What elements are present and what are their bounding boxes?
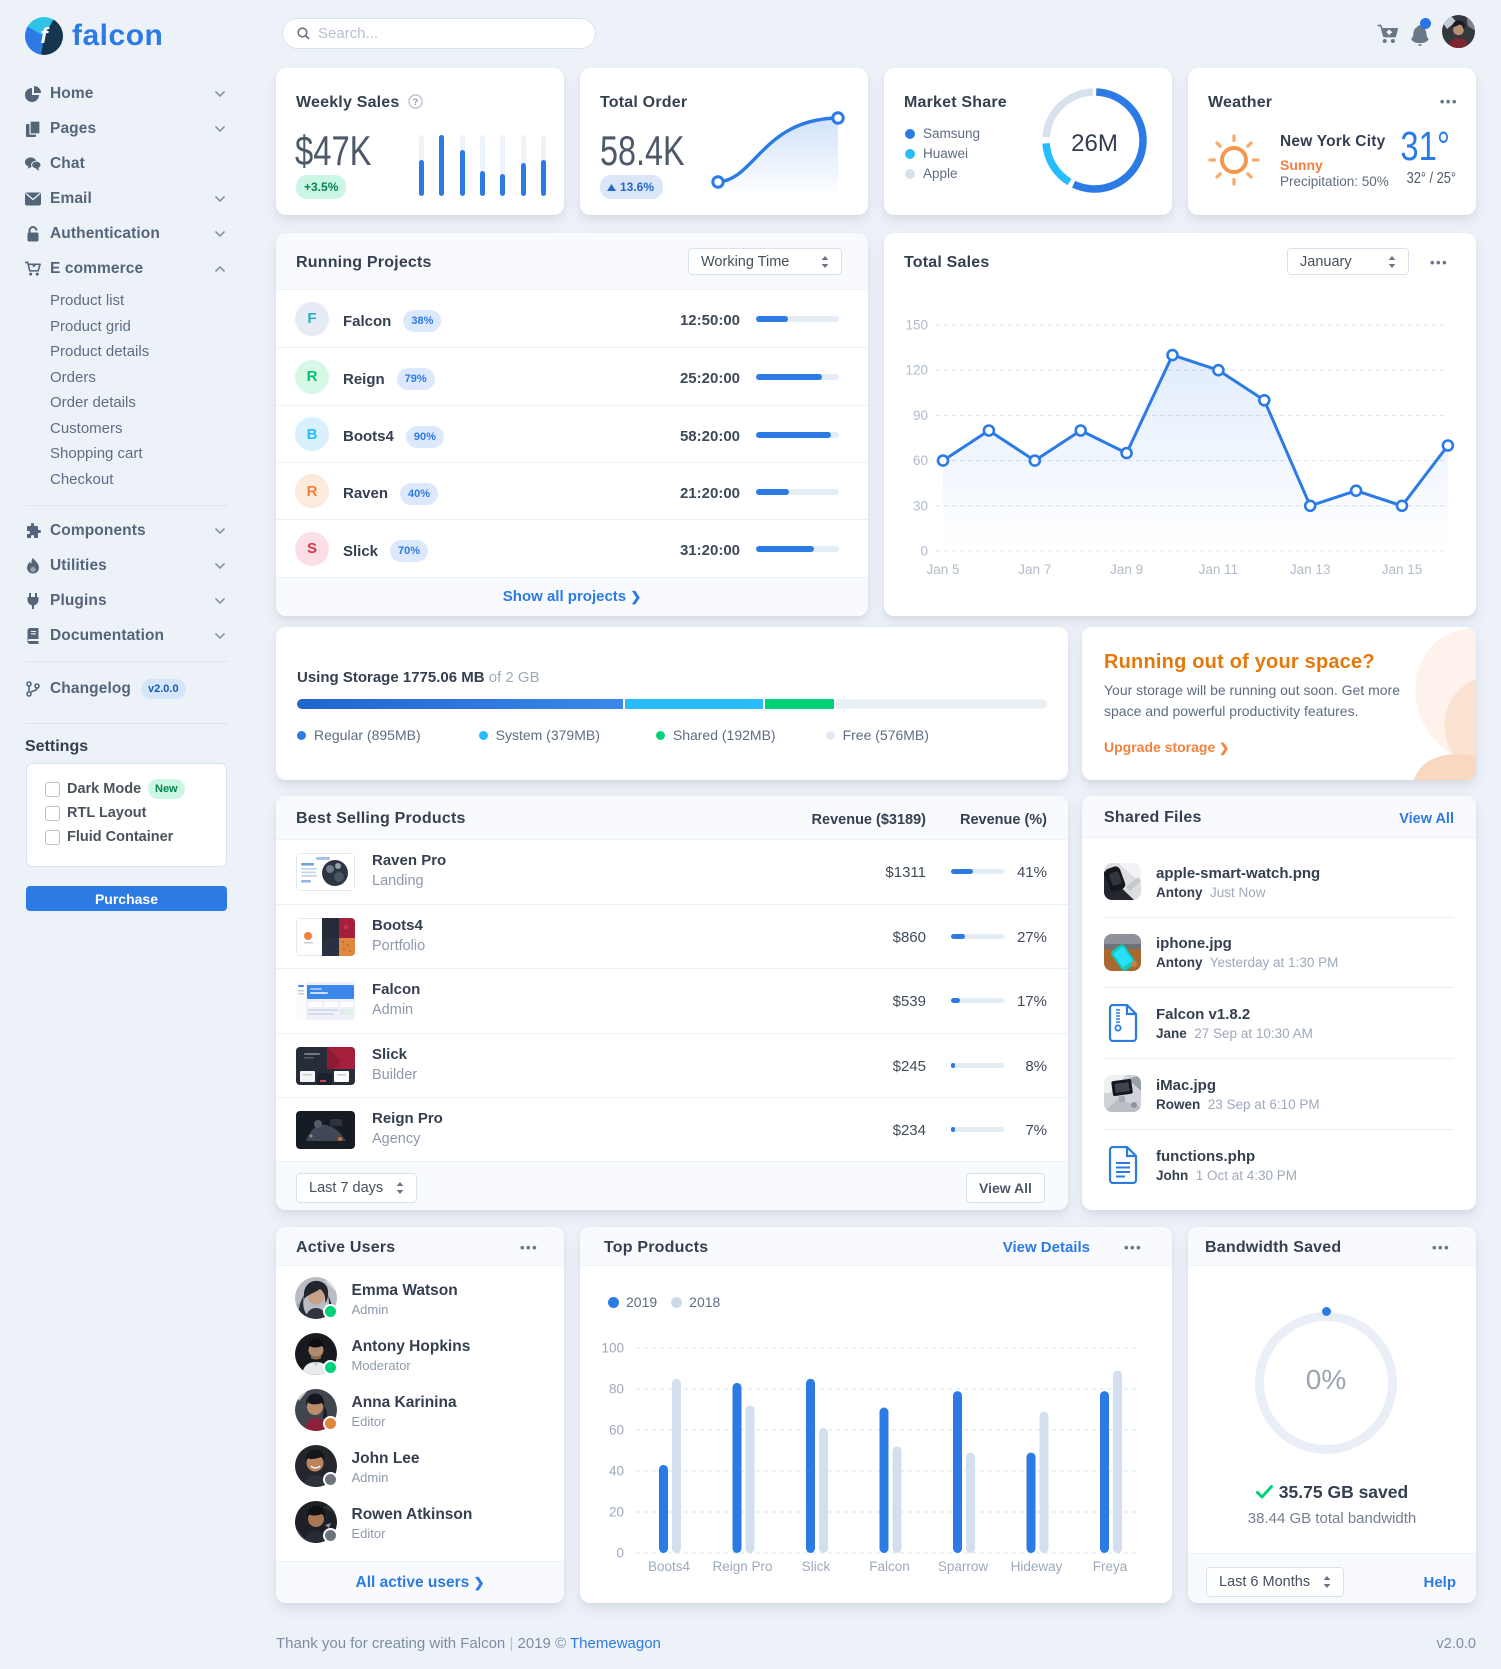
svg-text:120: 120 — [905, 363, 928, 378]
svg-text:Jan 13: Jan 13 — [1290, 562, 1331, 577]
svg-text:Freya: Freya — [1093, 1559, 1128, 1574]
svg-text:Jan 5: Jan 5 — [926, 562, 959, 577]
svg-text:Hideway: Hideway — [1011, 1559, 1063, 1574]
svg-text:Slick: Slick — [802, 1559, 831, 1574]
svg-text:0: 0 — [616, 1546, 624, 1561]
svg-text:90: 90 — [913, 408, 928, 423]
svg-text:60: 60 — [913, 453, 928, 468]
svg-text:Jan 9: Jan 9 — [1110, 562, 1143, 577]
svg-text:0: 0 — [920, 544, 928, 559]
svg-text:60: 60 — [609, 1423, 624, 1438]
svg-text:40: 40 — [609, 1464, 624, 1479]
svg-text:Jan 11: Jan 11 — [1199, 562, 1239, 577]
svg-text:Reign Pro: Reign Pro — [712, 1559, 772, 1574]
svg-text:Jan 7: Jan 7 — [1018, 562, 1051, 577]
svg-text:30: 30 — [913, 498, 928, 513]
svg-text:Sparrow: Sparrow — [938, 1559, 989, 1574]
svg-text:Falcon: Falcon — [869, 1559, 910, 1574]
svg-text:80: 80 — [609, 1382, 624, 1397]
svg-text:?: ? — [413, 97, 419, 107]
svg-text:100: 100 — [601, 1341, 624, 1356]
svg-text:150: 150 — [905, 318, 928, 333]
svg-text:Jan 15: Jan 15 — [1382, 562, 1423, 577]
svg-text:26M: 26M — [1071, 130, 1118, 157]
svg-text:Boots4: Boots4 — [648, 1559, 691, 1574]
svg-text:20: 20 — [609, 1505, 624, 1520]
